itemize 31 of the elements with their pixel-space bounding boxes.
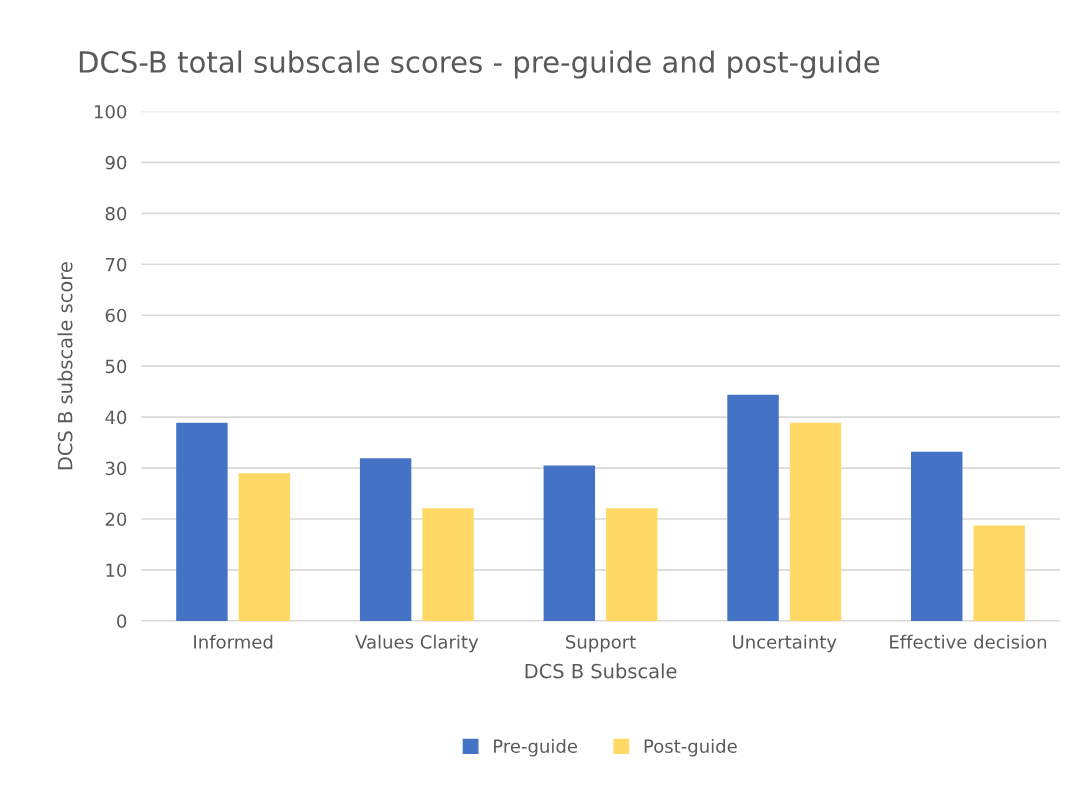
y-tick-label: 10 bbox=[106, 563, 127, 578]
y-tick-label: 20 bbox=[105, 512, 127, 527]
bar bbox=[911, 451, 963, 621]
y-tick-label: 80 bbox=[105, 206, 127, 221]
bar bbox=[543, 465, 596, 621]
x-tick-label: Effective decision bbox=[890, 634, 1047, 649]
bar bbox=[238, 473, 291, 621]
bar bbox=[176, 422, 228, 621]
legend-label: Pre-guide bbox=[494, 739, 578, 757]
y-tick-label: 60 bbox=[105, 308, 127, 323]
y-tick-label: 90 bbox=[105, 155, 127, 170]
x-tick-label: Support bbox=[566, 635, 636, 653]
x-tick-label: Values Clarity bbox=[355, 634, 479, 653]
y-tick-label: 40 bbox=[105, 410, 127, 425]
chart-title: DCS-B total subscale scores - pre-guide and post-guide bbox=[79, 50, 880, 79]
y-tick-label: 70 bbox=[105, 257, 127, 272]
legend-label: Post-guide bbox=[644, 739, 737, 757]
bar bbox=[727, 394, 779, 621]
x-tick-label: Uncertainty bbox=[733, 634, 837, 653]
y-tick-label: 50 bbox=[105, 359, 127, 374]
bar bbox=[359, 458, 412, 621]
x-tick-label: Informed bbox=[194, 634, 273, 649]
y-tick-label: 30 bbox=[105, 461, 127, 476]
y-tick-label: 0 bbox=[117, 614, 127, 628]
bar bbox=[789, 422, 842, 621]
bar bbox=[973, 525, 1025, 621]
y-tick-label: 100 bbox=[94, 104, 127, 119]
y-axis-title: DCS B subscale score bbox=[57, 262, 73, 470]
bar bbox=[606, 508, 658, 621]
x-axis-title: DCS B Subscale bbox=[525, 663, 677, 679]
bar bbox=[422, 508, 474, 621]
